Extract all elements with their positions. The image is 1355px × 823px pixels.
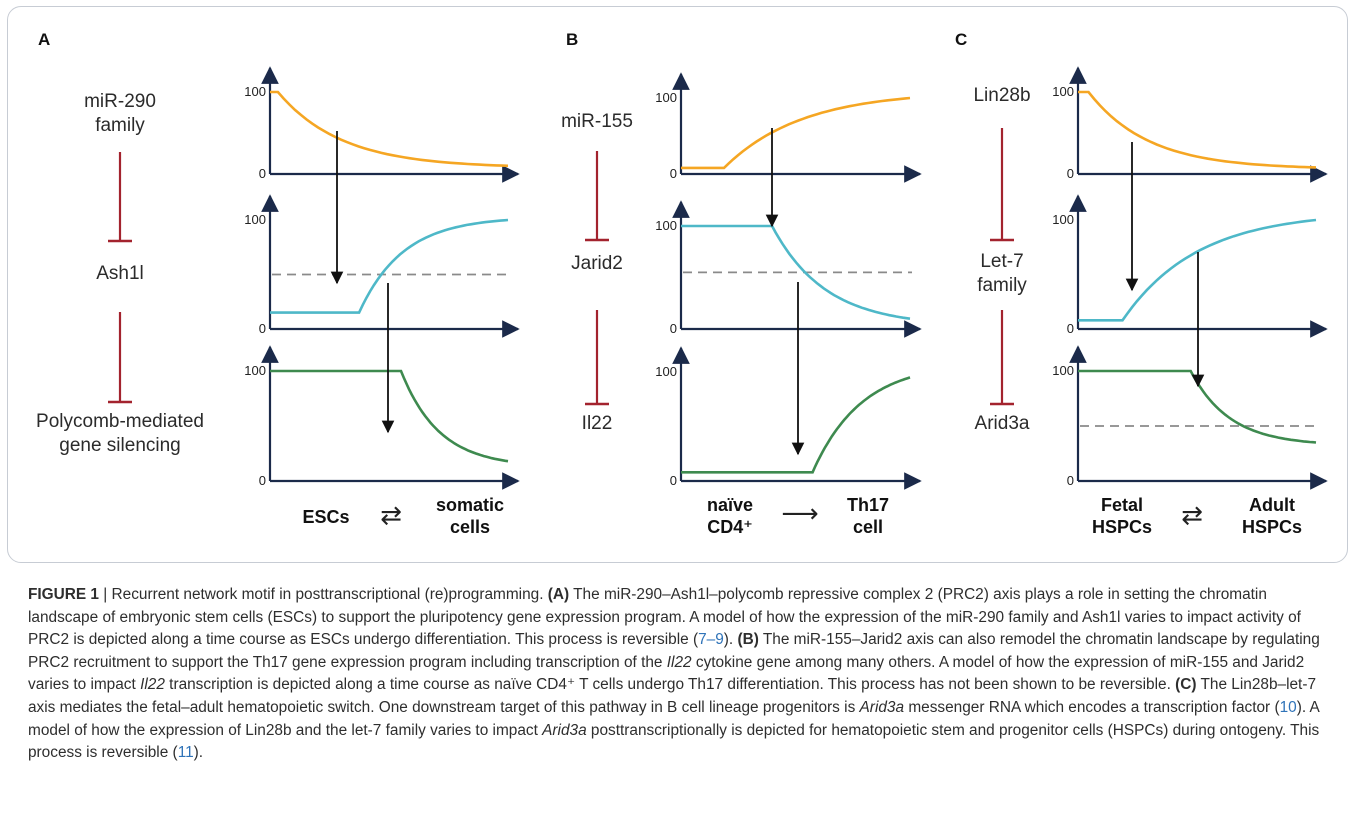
- caption-b-text2: cytokine gene among many others. A model…: [28, 653, 1305, 694]
- caption-c-gene1: Arid3a: [859, 698, 905, 716]
- caption-c-text5: ).: [193, 744, 204, 762]
- node-ash1l: Ash1l: [96, 263, 144, 284]
- node-mir-155: miR-155: [561, 111, 633, 132]
- reversible-arrow-c: ⇄: [1181, 500, 1203, 530]
- series-line-b3: [681, 376, 911, 474]
- caption-a-label: (A): [547, 586, 570, 603]
- tick-label-a1-0: 0: [259, 166, 266, 181]
- reversible-arrow-a: ⇄: [380, 500, 402, 530]
- tick-label-c3-0: 0: [1067, 473, 1074, 488]
- figure-frame: [7, 6, 1348, 563]
- figure-caption: FIGURE 1 | Recurrent network motif in po…: [28, 584, 1328, 765]
- caption-b-gene1: Il22: [666, 653, 692, 671]
- tick-label-c1-0: 0: [1067, 166, 1074, 181]
- label-somatic-cells: somatic cells: [435, 495, 505, 537]
- caption-c-label: (C): [1175, 676, 1197, 694]
- tick-label-b1-100: 100: [655, 90, 677, 105]
- node-mir-290-family: miR-290 family: [84, 91, 156, 136]
- caption-c-ref2[interactable]: 11: [177, 744, 194, 762]
- label-fetal-hspcs: Fetal HSPCs: [1091, 495, 1153, 537]
- tick-label-b2-0: 0: [670, 321, 677, 336]
- series-line-b2: [681, 224, 911, 320]
- panel-letter-c: C: [955, 30, 968, 49]
- tick-label-a3-100: 100: [244, 363, 266, 378]
- node-polycomb-silencing: Polycomb-mediated gene silencing: [36, 411, 204, 456]
- tick-label-a2-100: 100: [244, 212, 266, 227]
- figure-plots: 100 0 100 0 100 0 100 0 100 0 100 0 100 0 100 0 100 0: [108, 66, 1328, 490]
- tick-label-c3-100: 100: [1052, 363, 1074, 378]
- label-naive-cd4: naïve CD4⁺: [706, 495, 754, 537]
- panel-letter-b: B: [566, 30, 579, 49]
- caption-b-text3: transcription is depicted along a time c…: [164, 676, 1171, 694]
- node-let-7-family: Let-7 family: [977, 251, 1027, 296]
- series-line-c3: [1078, 369, 1317, 444]
- series-line-c2: [1078, 218, 1317, 322]
- label-escs: ESCs: [302, 507, 350, 527]
- label-adult-hspcs: Adult HSPCs: [1241, 495, 1303, 537]
- caption-c-text2: messenger RNA which encodes a transcript…: [904, 698, 1280, 716]
- caption-a-ref[interactable]: 7–9: [698, 631, 724, 649]
- series-line-a1: [270, 90, 509, 168]
- tick-label-c2-0: 0: [1067, 321, 1074, 336]
- caption-b-text1: The miR-155–Jarid2 axis can also remodel…: [28, 631, 1320, 671]
- caption-b-label: (B): [737, 631, 759, 649]
- tick-label-c2-100: 100: [1052, 212, 1074, 227]
- caption-fig-label: FIGURE 1: [28, 586, 99, 603]
- caption-a-text2: ).: [723, 631, 734, 649]
- tick-label-a2-0: 0: [259, 321, 266, 336]
- caption-c-ref1[interactable]: 10: [1279, 698, 1297, 716]
- panel-letter-a: A: [38, 30, 51, 49]
- caption-c-gene2: Arid3a: [542, 721, 587, 739]
- series-line-a2: [270, 218, 509, 314]
- caption-a-text1: The miR-290–Ash1l–polycomb repressive co…: [28, 586, 1301, 649]
- tick-label-c1-100: 100: [1052, 84, 1074, 99]
- node-jarid2: Jarid2: [571, 253, 623, 274]
- caption-title: Recurrent network motif in posttranscrip…: [111, 586, 544, 603]
- tick-label-b2-100: 100: [655, 218, 677, 233]
- label-th17-cell: Th17 cell: [846, 495, 890, 537]
- caption-c-text4: posttranscriptionally is depicted for he…: [28, 721, 1320, 762]
- series-line-a3: [270, 369, 509, 463]
- node-arid3a: Arid3a: [974, 413, 1030, 434]
- node-il22: Il22: [581, 413, 613, 434]
- series-line-c1: [1078, 90, 1317, 169]
- caption-c-text1: The Lin28b–let-7 axis mediates the fetal…: [28, 676, 1317, 716]
- caption-c-text3: ). A model of how the expression of Lin2…: [28, 698, 1319, 739]
- tick-label-b3-0: 0: [670, 473, 677, 488]
- caption-sep: |: [98, 586, 112, 603]
- tick-label-b1-0: 0: [670, 166, 677, 181]
- tick-label-a3-0: 0: [259, 473, 266, 488]
- caption-b-gene2: Il22: [140, 676, 165, 694]
- forward-arrow-b: ⟶: [781, 498, 819, 528]
- tick-label-b3-100: 100: [655, 364, 677, 379]
- series-line-b1: [681, 96, 911, 170]
- node-lin28b: Lin28b: [973, 85, 1031, 106]
- tick-label-a1-100: 100: [244, 84, 266, 99]
